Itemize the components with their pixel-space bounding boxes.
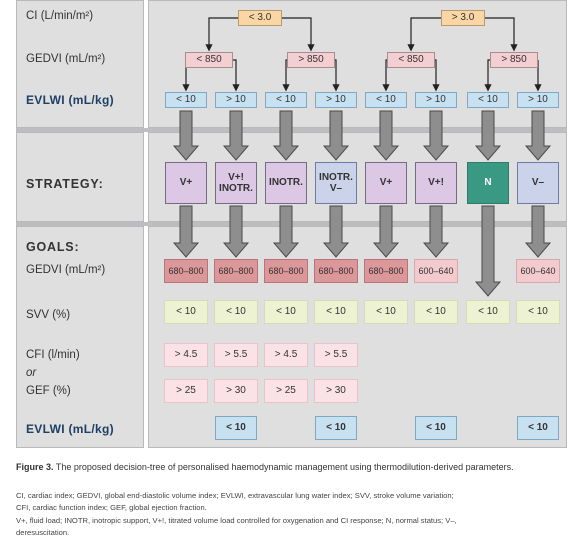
gedvi-branch-right-2 [332,59,340,92]
ci-branch-left-1 [205,17,238,52]
ci-threshold-low: < 3.0 [238,10,282,26]
goal-gef-3: > 25 [264,379,308,403]
svv-label: SVV (%) [26,309,71,321]
goal-svv-5: < 10 [364,300,408,324]
goal-gedvi-2: 680–800 [214,259,258,283]
gedvi-branch-left-4 [484,59,492,92]
footnote-2: CFI, cardiac function index; GEF, global… [16,503,207,512]
goal-svv-8: < 10 [516,300,560,324]
arrow-to-strategy-6 [422,110,450,161]
gedvi-branch-right-1 [232,59,240,92]
goal-cfi-4: > 5.5 [314,343,358,367]
footnote-3: V+, fluid load; INOTR, inotropic support… [16,516,457,525]
gedvi-branch-right-3 [432,59,440,92]
arrow-to-strategy-1 [172,110,200,161]
strategy-box-2: V+! INOTR. [215,162,257,204]
gedvi-threshold-4: > 850 [490,52,538,68]
strategy-box-7: N [467,162,509,204]
gedvi-threshold-3: < 850 [387,52,435,68]
arrow-to-goal-8 [524,205,552,258]
evlwi-threshold-6: > 10 [415,92,457,108]
arrow-to-strategy-3 [272,110,300,161]
evlwi-threshold-3: < 10 [265,92,307,108]
flow-arrows [172,110,552,297]
gef-label: GEF (%) [26,385,71,397]
arrow-to-goal-4 [322,205,350,258]
evlwi-threshold-4: > 10 [315,92,357,108]
goal-gedvi-5: 680–800 [364,259,408,283]
goal-gedvi-8: 600–640 [516,259,560,283]
left-label-panel-bottom [16,226,144,448]
gedvi-branch-left-3 [382,59,390,92]
arrow-to-strategy-5 [372,110,400,161]
goal-evlwi-8: < 10 [517,416,559,440]
footnote-1: CI, cardiac index; GEDVI, global end-dia… [16,491,454,500]
goal-evlwi-2: < 10 [215,416,257,440]
strategy-box-5: V+ [365,162,407,204]
goal-gef-1: > 25 [164,379,208,403]
left-label-panel-top [16,0,144,128]
evlwi-threshold-2: > 10 [215,92,257,108]
goal-svv-3: < 10 [264,300,308,324]
goal-cfi-2: > 5.5 [214,343,258,367]
caption-label: Figure 3. [16,462,54,472]
arrow-to-strategy-8 [524,110,552,161]
goal-gef-2: > 30 [214,379,258,403]
goal-svv-4: < 10 [314,300,358,324]
strategy-box-4: INOTR. V– [315,162,357,204]
arrow-to-goal-5 [372,205,400,258]
ci-threshold-high: > 3.0 [441,10,485,26]
arrow-to-goal-7 [474,205,502,297]
goal-gef-4: > 30 [314,379,358,403]
left-label-panel-mid [16,132,144,222]
strategy-label: STRATEGY: [26,177,104,191]
goal-evlwi-4: < 10 [315,416,357,440]
gedvi-goal-label: GEDVI (mL/m²) [26,264,106,276]
goal-cfi-1: > 4.5 [164,343,208,367]
strategy-box-8: V– [517,162,559,204]
gedvi-threshold-2: > 850 [287,52,335,68]
arrow-to-goal-6 [422,205,450,258]
goal-cfi-3: > 4.5 [264,343,308,367]
goal-svv-6: < 10 [414,300,458,324]
strategy-box-1: V+ [165,162,207,204]
goal-evlwi-6: < 10 [415,416,457,440]
arrow-to-goal-2 [222,205,250,258]
caption-text: The proposed decision-tree of personalis… [53,462,514,472]
ci-branch-right-1 [282,17,315,52]
evlwi-goal-label: EVLWI (mL/kg) [26,422,114,436]
ci-label: CI (L/min/m²) [26,10,94,22]
figure-caption: Figure 3. The proposed decision-tree of … [16,462,566,474]
strategy-box-6: V+! [415,162,457,204]
tree-lines [182,17,542,92]
gedvi-label: GEDVI (mL/m²) [26,53,106,65]
footnote-4: deresuscitation. [16,528,70,537]
or-label: or [26,367,37,379]
evlwi-threshold-8: > 10 [517,92,559,108]
ci-branch-left-2 [407,17,441,52]
strategy-box-3: INOTR. [265,162,307,204]
goal-svv-7: < 10 [466,300,510,324]
evlwi-threshold-1: < 10 [165,92,207,108]
arrow-to-strategy-7 [474,110,502,161]
goal-gedvi-3: 680–800 [264,259,308,283]
arrow-to-goal-3 [272,205,300,258]
goal-gedvi-1: 680–800 [164,259,208,283]
arrow-to-strategy-2 [222,110,250,161]
goal-svv-1: < 10 [164,300,208,324]
evlwi-threshold-5: < 10 [365,92,407,108]
arrow-to-strategy-4 [322,110,350,161]
arrow-to-goal-1 [172,205,200,258]
goal-gedvi-4: 680–800 [314,259,358,283]
gedvi-branch-left-2 [282,59,290,92]
gedvi-threshold-1: < 850 [185,52,233,68]
goal-svv-2: < 10 [214,300,258,324]
evlwi-threshold-7: < 10 [467,92,509,108]
evlwi-label: EVLWI (mL/kg) [26,93,114,107]
goal-gedvi-6: 600–640 [414,259,458,283]
cfi-label: CFI (l/min) [26,349,80,361]
goals-label: GOALS: [26,240,80,254]
ci-branch-right-2 [485,17,518,52]
